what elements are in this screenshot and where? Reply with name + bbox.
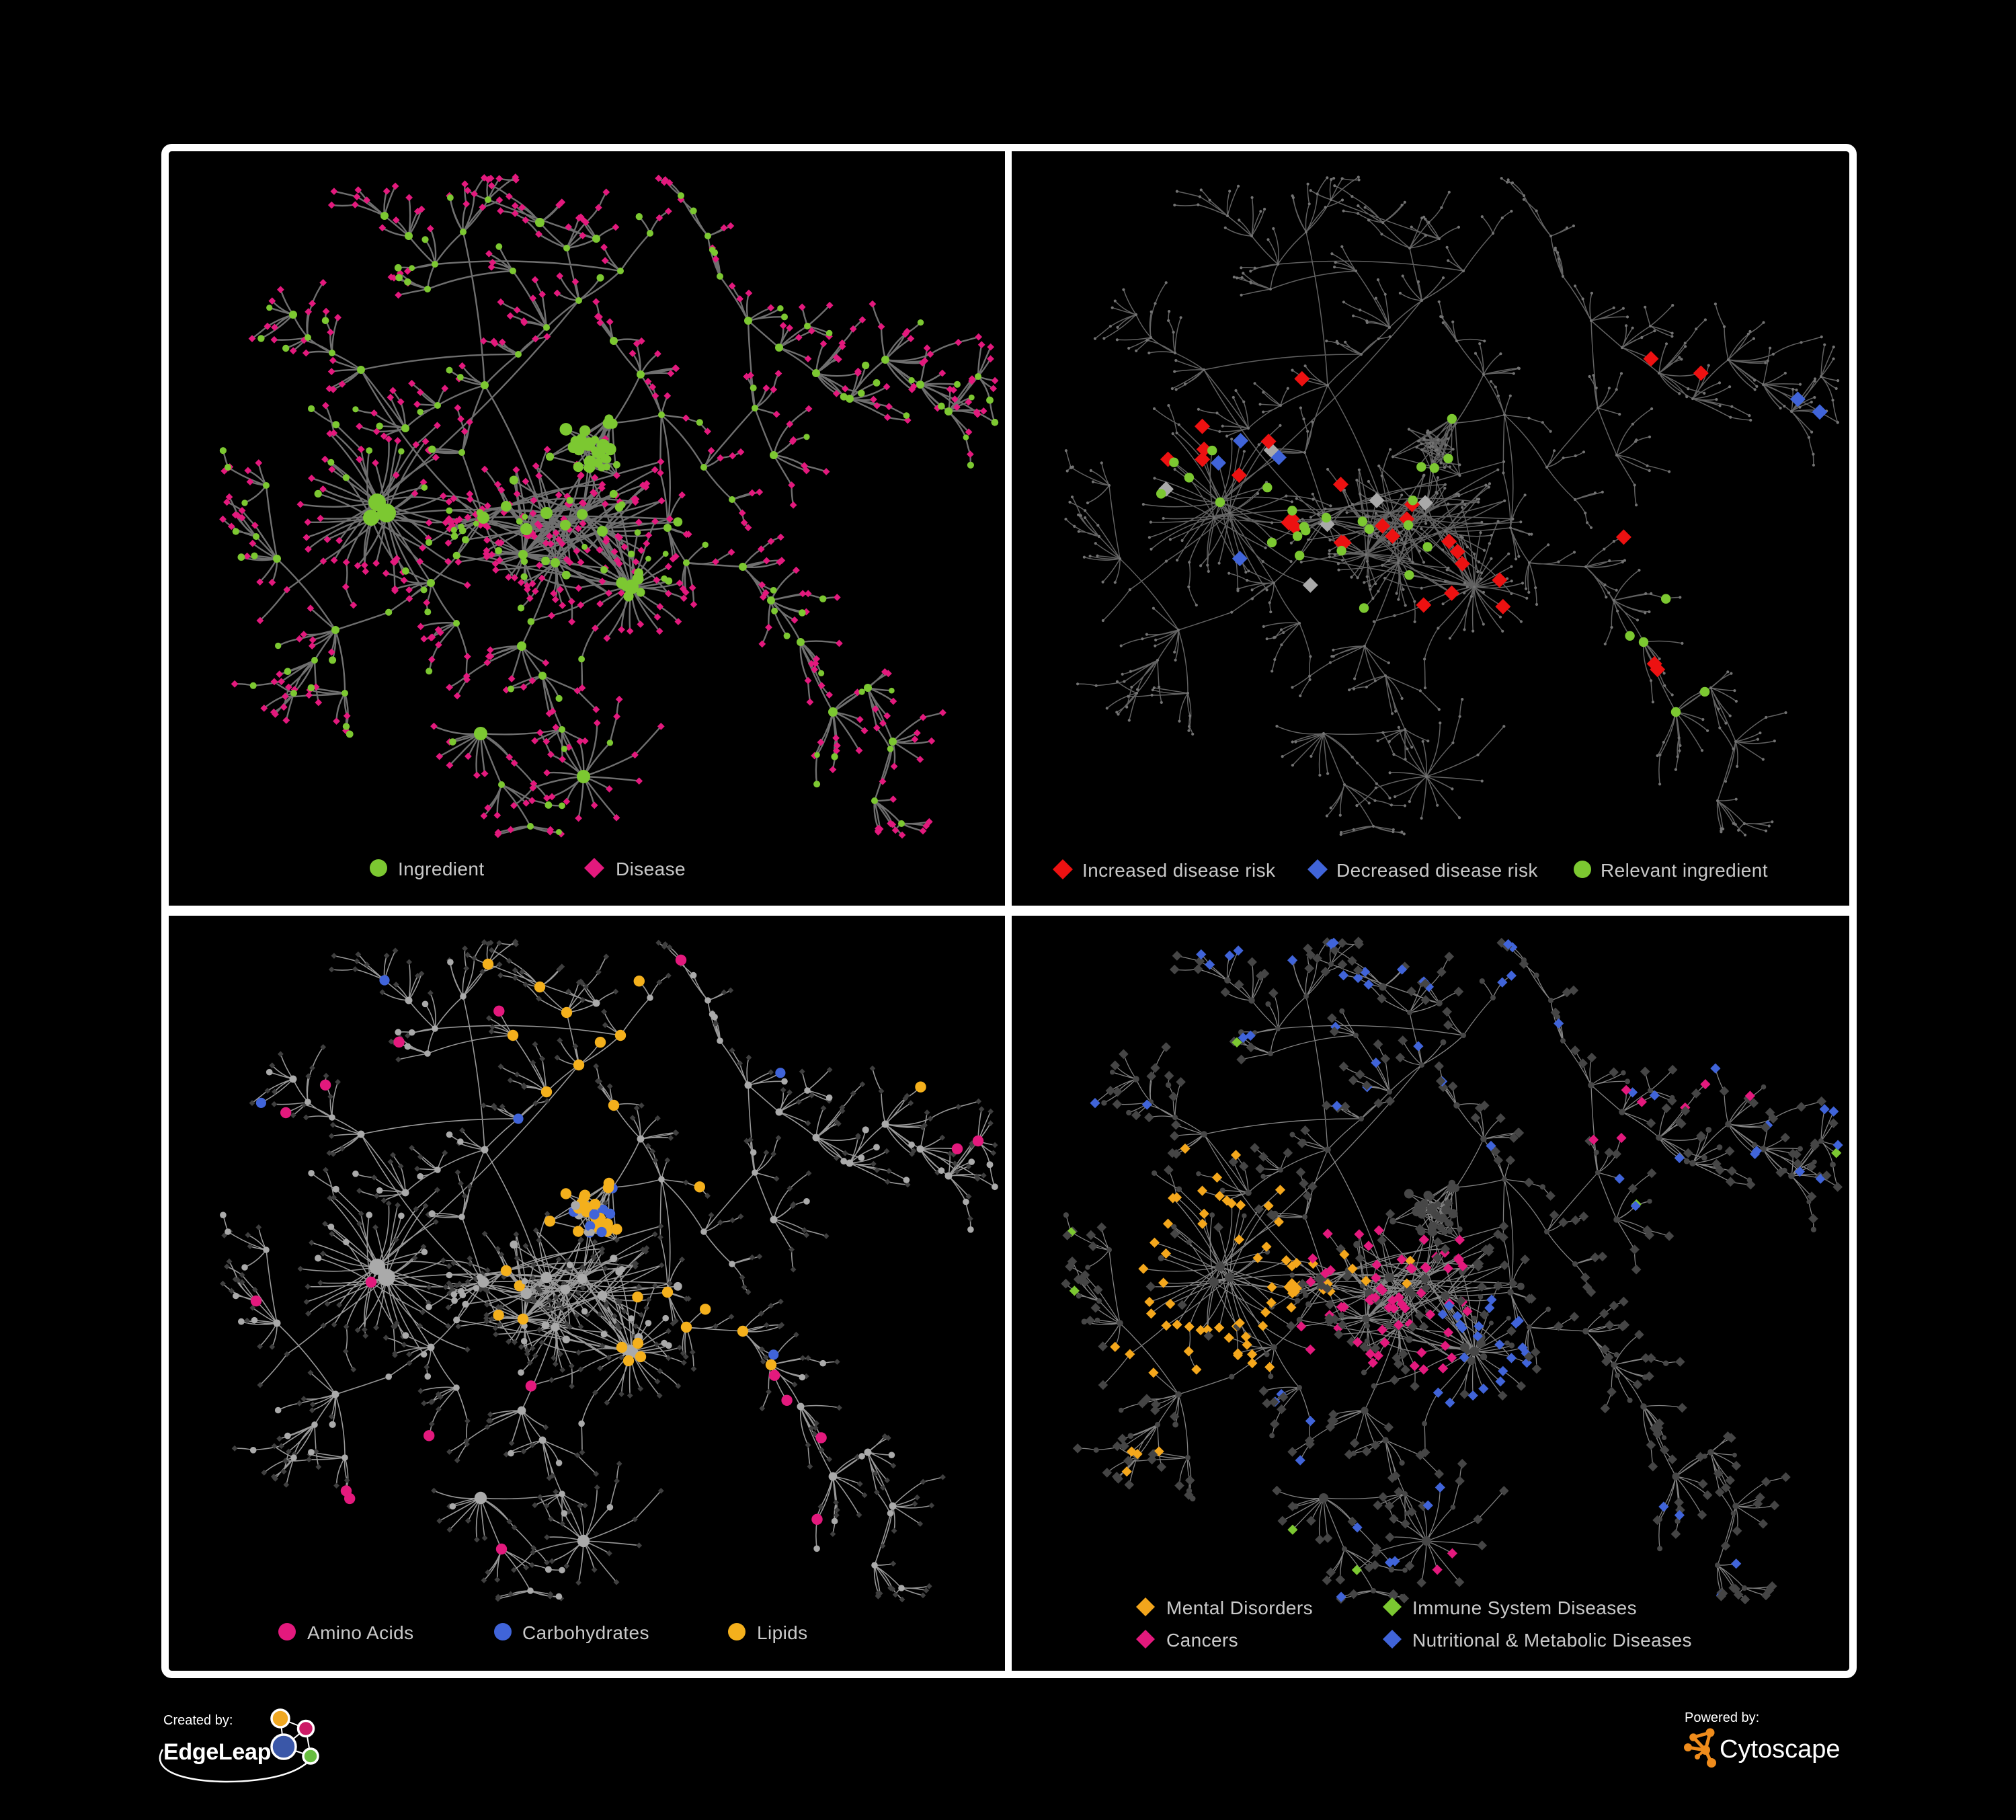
svg-text:Increased disease risk: Increased disease risk [1082, 860, 1276, 881]
svg-text:Created by:: Created by: [163, 1713, 233, 1728]
svg-text:Immune System Diseases: Immune System Diseases [1412, 1597, 1637, 1618]
svg-text:Powered by:: Powered by: [1685, 1710, 1759, 1725]
svg-text:Nutritional & Metabolic Diseas: Nutritional & Metabolic Diseases [1412, 1630, 1692, 1651]
svg-text:Lipids: Lipids [757, 1622, 808, 1643]
svg-text:Carbohydrates: Carbohydrates [522, 1622, 649, 1643]
svg-text:Amino Acids: Amino Acids [307, 1622, 413, 1643]
svg-text:Disease: Disease [616, 859, 686, 879]
svg-text:Ingredient: Ingredient [398, 859, 485, 879]
svg-text:Decreased disease risk: Decreased disease risk [1336, 860, 1538, 881]
svg-text:Relevant ingredient: Relevant ingredient [1601, 860, 1768, 881]
svg-text:Cytoscape: Cytoscape [1720, 1735, 1841, 1764]
svg-text:EdgeLeap: EdgeLeap [163, 1739, 271, 1765]
svg-text:Mental Disorders: Mental Disorders [1166, 1597, 1313, 1618]
svg-text:Cancers: Cancers [1166, 1630, 1238, 1651]
